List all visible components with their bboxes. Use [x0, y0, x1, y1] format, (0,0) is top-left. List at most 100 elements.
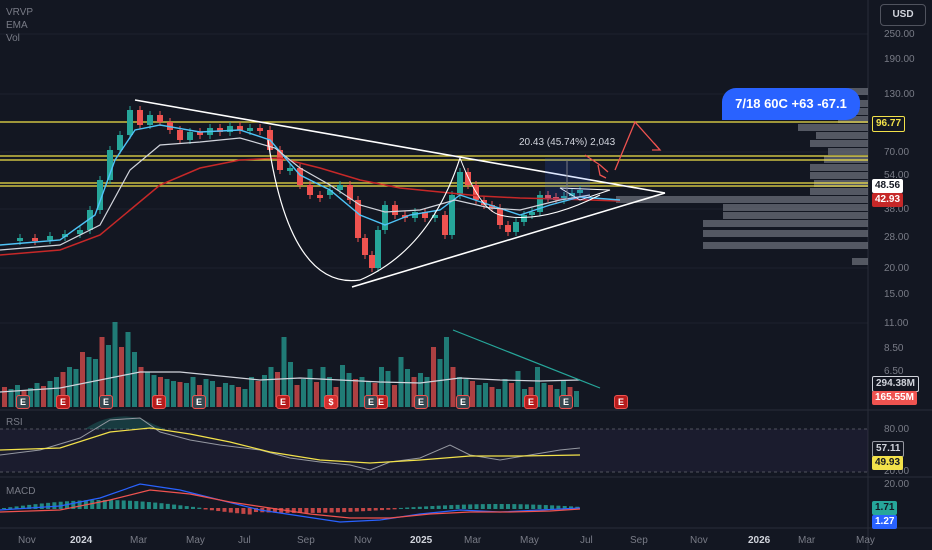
projection-arrows: [584, 120, 662, 179]
candle-body: [117, 135, 123, 150]
macd-histogram-bar: [2, 508, 6, 509]
earnings-event-badge[interactable]: E: [559, 395, 573, 409]
macd-histogram-bar: [27, 504, 32, 509]
ema-short-line: [0, 124, 621, 246]
macd-histogram-bar: [524, 504, 529, 509]
candle-body: [375, 230, 381, 268]
earnings-event-badge[interactable]: E: [276, 395, 290, 409]
price-axis-label: 20.00: [884, 263, 910, 274]
volume-bar: [2, 387, 7, 407]
ema-mid-line: [0, 137, 591, 251]
volume-bar: [327, 377, 332, 407]
earnings-event-badge[interactable]: $: [324, 395, 338, 409]
legend-vrvp[interactable]: VRVP: [6, 7, 34, 18]
macd-histogram-bar: [335, 508, 340, 513]
macd-histogram-bar: [562, 505, 567, 509]
volume-profile-bar: [810, 164, 868, 171]
currency-button[interactable]: USD: [880, 4, 926, 26]
volume-profile-bar: [723, 212, 868, 219]
indicator-legend[interactable]: VRVP EMA Vol: [6, 6, 33, 45]
earnings-event-badge[interactable]: E: [524, 395, 538, 409]
macd-histogram-bar: [222, 508, 227, 512]
volume-bar: [307, 369, 313, 407]
macd-histogram-bar: [531, 504, 536, 509]
legend-vol[interactable]: Vol: [6, 33, 20, 44]
price-axis-label: 54.00: [884, 170, 910, 181]
volume-bar: [535, 367, 540, 407]
volume-ma-tag: 294.38M: [872, 376, 919, 392]
macd-histogram-bar: [197, 507, 202, 509]
earnings-event-badge[interactable]: E: [614, 395, 628, 409]
volume-bar: [314, 382, 319, 407]
macd-histogram-bar: [468, 504, 473, 509]
macd-histogram-bar: [291, 508, 296, 513]
macd-histogram-bar: [235, 508, 240, 514]
price-axis-label: 130.00: [884, 89, 915, 100]
earnings-event-badge[interactable]: E: [16, 395, 30, 409]
candle-body: [422, 212, 428, 218]
earnings-event-badge[interactable]: E: [414, 395, 428, 409]
macd-histogram-bar: [310, 508, 315, 513]
candle-body: [147, 115, 153, 125]
macd-histogram-bar: [184, 506, 189, 509]
time-axis-label: Jul: [580, 535, 593, 546]
macd-histogram-bar: [373, 508, 378, 511]
volume-bar: [138, 367, 144, 407]
volume-bar: [242, 389, 248, 407]
macd-histogram-bar: [317, 508, 321, 513]
rsi-line: [0, 417, 581, 471]
macd-histogram-bar: [121, 500, 126, 509]
earnings-event-badge[interactable]: E: [99, 395, 113, 409]
rsi-overbought-fill: [85, 416, 165, 429]
macd-histogram-bar: [569, 506, 573, 509]
legend-ema[interactable]: EMA: [6, 20, 28, 31]
macd-histogram-bar: [430, 506, 435, 509]
time-axis-label: Mar: [464, 535, 482, 546]
volume-bar: [255, 381, 261, 407]
macd-histogram-bar: [367, 508, 372, 511]
rsi-ma-line: [0, 427, 581, 464]
volume-bar: [99, 337, 105, 407]
macd-histogram-bar: [487, 504, 492, 509]
volume-bar: [444, 337, 449, 407]
volume-ma-line: [0, 371, 581, 393]
candle-body: [307, 185, 313, 195]
volume-bar: [73, 369, 79, 407]
volume-bar: [236, 387, 241, 407]
earnings-event-badge[interactable]: E: [456, 395, 470, 409]
earnings-event-badge[interactable]: E: [56, 395, 70, 409]
volume-bar: [509, 383, 514, 407]
volume-bar: [184, 383, 189, 407]
macd-pane-title[interactable]: MACD: [6, 486, 36, 497]
candle-body: [62, 234, 68, 237]
macd-histogram-bar: [33, 504, 38, 509]
price-axis-label: 6.50: [884, 366, 904, 377]
price-axis-label: 8.50: [884, 343, 904, 354]
macd-histogram-bar: [14, 506, 19, 509]
lower-trendline: [351, 192, 666, 288]
volume-profile-bar: [810, 172, 868, 179]
rsi-pane-title[interactable]: RSI: [6, 417, 23, 428]
candle-body: [277, 150, 283, 170]
volume-bar: [93, 359, 98, 407]
time-axis-label: 2025: [410, 535, 433, 546]
volume-profile-bar: [838, 116, 868, 123]
earnings-event-badge[interactable]: E: [192, 395, 206, 409]
volume-bar: [275, 372, 280, 407]
macd-histogram-bar: [128, 500, 132, 509]
macd-histogram-bar: [8, 507, 13, 509]
volume-bar: [496, 389, 501, 407]
macd-histogram-bar: [191, 506, 195, 509]
candle-body: [537, 195, 543, 212]
earnings-event-badge[interactable]: E: [364, 395, 378, 409]
earnings-event-badge[interactable]: E: [152, 395, 166, 409]
candle-body: [355, 200, 361, 238]
price-axis-label: 28.00: [884, 232, 910, 243]
note-bubble[interactable]: 7/18 60C +63 -67.1: [722, 88, 860, 120]
macd-histogram-bar: [115, 500, 120, 509]
ema-long-line: [0, 157, 621, 256]
volume-bar: [437, 359, 443, 407]
macd-histogram-bar: [392, 508, 397, 510]
ema-price-tag: 42.93: [872, 193, 904, 207]
